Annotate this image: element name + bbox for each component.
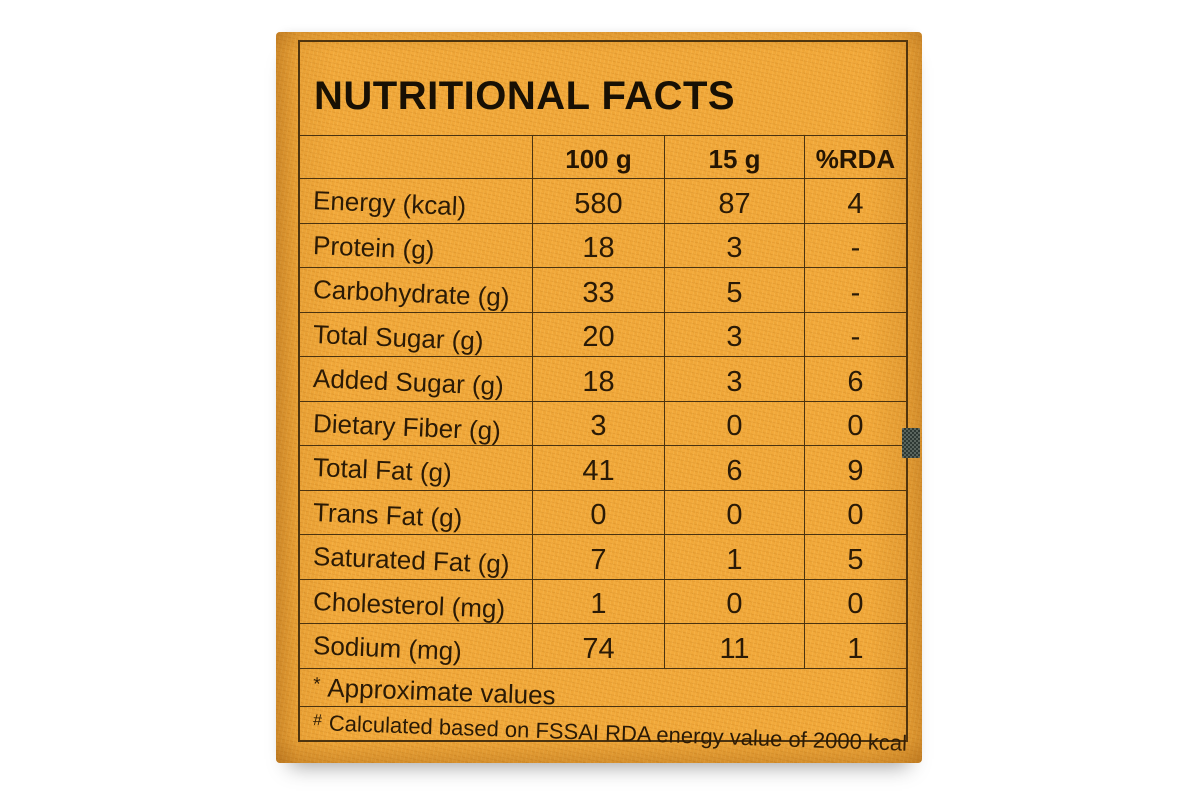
value-per-15g: 3	[664, 311, 804, 356]
footnote-rda-basis: # Calculated based on FSSAI RDA energy va…	[300, 705, 907, 756]
nutrient-label: Dietary Fiber (g)	[300, 400, 532, 446]
value-rda: 0	[804, 400, 906, 445]
value-per-15g: 5	[664, 267, 804, 312]
value-per-15g: 1	[664, 534, 804, 579]
value-rda: -	[804, 222, 906, 267]
value-rda: 6	[804, 356, 906, 401]
value-per-100g: 20	[532, 311, 664, 356]
value-per-15g: 3	[664, 356, 804, 401]
nutrient-label: Total Fat (g)	[300, 445, 532, 490]
product-label: NUTRITIONAL FACTS 100 g 15 g %RDA Energy…	[276, 32, 922, 763]
nutrition-facts-table: NUTRITIONAL FACTS 100 g 15 g %RDA Energy…	[298, 40, 908, 756]
nutrient-label: Energy (kcal)	[300, 178, 532, 223]
nutrient-label-text: Energy (kcal)	[312, 185, 467, 222]
header-rda: %RDA	[804, 135, 906, 178]
value-per-15g: 87	[664, 178, 804, 223]
value-per-100g: 1	[532, 578, 664, 623]
nutrient-label: Carbohydrate (g)	[300, 267, 532, 312]
nutrient-label: Added Sugar (g)	[300, 356, 532, 401]
nutrient-label-text: Total Sugar (g)	[312, 318, 485, 356]
value-per-15g: 0	[664, 489, 804, 534]
nutrient-label: Trans Fat (g)	[300, 489, 532, 535]
nutrient-label-text: Total Fat (g)	[312, 452, 453, 489]
value-per-15g: 6	[664, 445, 804, 490]
nutrient-label-text: Sodium (mg)	[312, 630, 463, 667]
value-per-100g: 580	[532, 178, 664, 223]
value-per-15g: 3	[664, 222, 804, 267]
footnote-approximate-values: * Approximate values	[300, 667, 906, 710]
value-per-100g: 18	[532, 356, 664, 401]
nutrient-label: Total Sugar (g)	[300, 311, 532, 357]
nutrient-label-text: Carbohydrate (g)	[312, 274, 511, 313]
header-15g: 15 g	[664, 135, 804, 178]
value-rda: 4	[804, 178, 906, 223]
value-rda: 0	[804, 578, 906, 623]
nutrient-label-text: Trans Fat (g)	[312, 496, 463, 533]
value-rda: 0	[804, 489, 906, 534]
value-per-100g: 33	[532, 267, 664, 312]
value-per-15g: 0	[664, 400, 804, 445]
value-per-15g: 11	[664, 623, 804, 668]
value-rda: 9	[804, 445, 906, 490]
value-per-100g: 18	[532, 222, 664, 267]
value-per-100g: 0	[532, 489, 664, 534]
value-rda: -	[804, 267, 906, 312]
value-rda: 5	[804, 534, 906, 579]
nutrient-label-text: Added Sugar (g)	[312, 363, 505, 402]
nutrient-label-text: Protein (g)	[312, 229, 436, 265]
nutrient-label-text: Dietary Fiber (g)	[312, 407, 502, 446]
value-per-15g: 0	[664, 578, 804, 623]
asterisk-marker: *	[312, 672, 321, 694]
value-rda: 1	[804, 623, 906, 668]
nutrient-label-text: Cholesterol (mg)	[312, 585, 506, 624]
hash-marker: #	[312, 712, 323, 730]
nutrient-label-text: Saturated Fat (g)	[312, 541, 511, 580]
nutrient-label: Saturated Fat (g)	[300, 534, 532, 579]
header-blank-cell	[300, 135, 532, 178]
footnote-text: # Calculated based on FSSAI RDA energy va…	[312, 710, 908, 756]
value-rda: -	[804, 311, 906, 356]
nutrient-label: Sodium (mg)	[300, 623, 532, 668]
value-per-100g: 41	[532, 445, 664, 490]
value-per-100g: 3	[532, 400, 664, 445]
header-100g: 100 g	[532, 135, 664, 178]
label-edge-mark	[902, 428, 920, 458]
value-per-100g: 7	[532, 534, 664, 579]
nutrient-label: Protein (g)	[300, 222, 532, 268]
nutrient-label: Cholesterol (mg)	[300, 578, 532, 624]
table-title: NUTRITIONAL FACTS	[314, 74, 736, 118]
value-per-100g: 74	[532, 623, 664, 668]
